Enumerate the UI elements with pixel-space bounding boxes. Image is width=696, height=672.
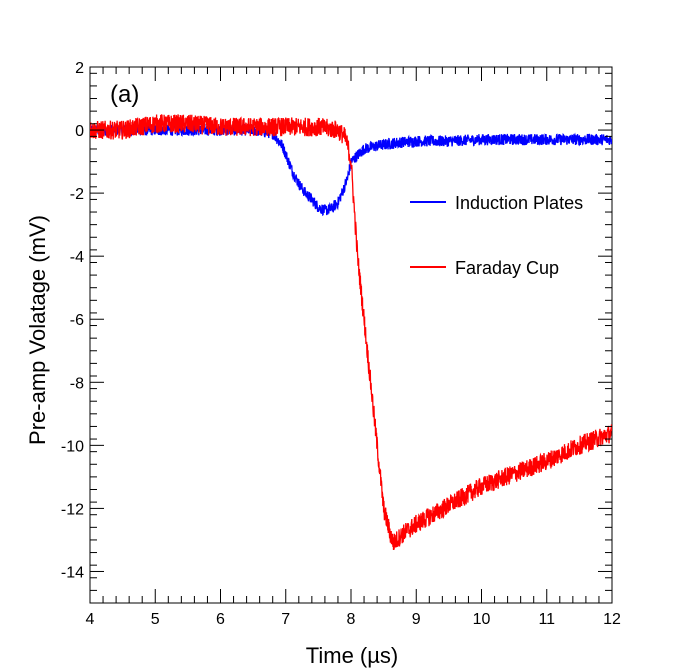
y-tick-label: -14: [61, 564, 84, 581]
legend-label: Induction Plates: [455, 193, 583, 213]
plot-frame: [89, 66, 613, 604]
x-tick-label: 8: [347, 611, 356, 628]
series-layer: [90, 114, 612, 551]
y-tick-label: 2: [75, 60, 84, 77]
panel-label: (a): [110, 81, 139, 108]
y-tick-label: -6: [70, 312, 84, 329]
x-tick-label: 12: [603, 611, 621, 628]
legend: Induction Plates Faraday Cup: [410, 193, 583, 278]
y-tick-label: -10: [61, 438, 84, 455]
x-tick-label: 5: [151, 611, 160, 628]
x-tick-label: 7: [281, 611, 290, 628]
series-line-1: [90, 114, 612, 551]
y-tick-label: 0: [75, 123, 84, 140]
x-tick-label: 10: [473, 611, 491, 628]
y-tick-label: -4: [70, 249, 84, 266]
y-tick-label: -8: [70, 375, 84, 392]
y-tick-label: -2: [70, 186, 84, 203]
x-tick-label: 4: [86, 611, 95, 628]
ticks-layer: 4 5 6 7 8 9 10 11 12 2 0 -2 -4 -6 -8 -10 -12 -14: [61, 60, 621, 628]
y-axis-title: Pre-amp Volatage (mV): [25, 215, 50, 445]
x-axis-title: Time (µs): [306, 643, 399, 668]
legend-label: Faraday Cup: [455, 258, 559, 278]
x-tick-label: 9: [412, 611, 421, 628]
x-tick-label: 11: [538, 611, 555, 628]
y-tick-label: -12: [61, 501, 84, 518]
x-tick-label: 6: [216, 611, 225, 628]
